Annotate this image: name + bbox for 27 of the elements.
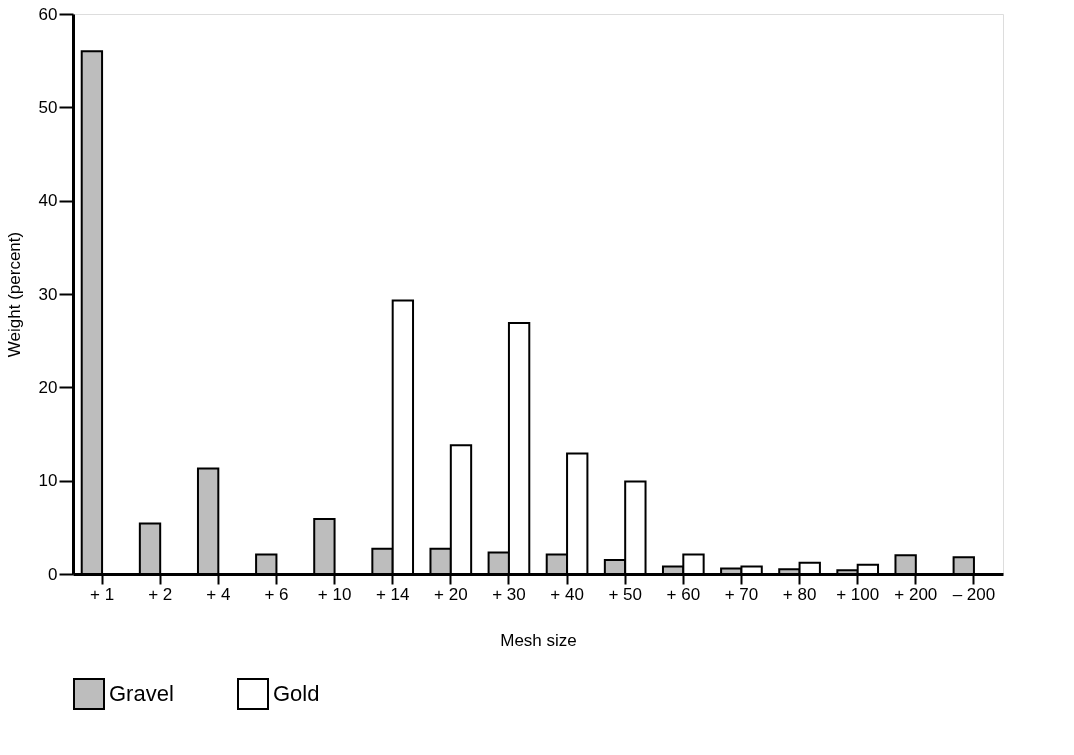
x-axis-title: Mesh size [500,630,577,650]
y-tick-label: 0 [48,564,58,584]
y-tick-label: 20 [38,377,58,397]
x-tick-label: + 10 [317,584,352,604]
x-tick-label: + 100 [836,584,880,604]
legend-label: Gold [273,681,320,706]
y-tick-label: 60 [38,4,58,24]
x-tick-label: + 40 [550,584,584,604]
y-tick-label: 40 [38,191,58,211]
x-tick-label: + 50 [608,584,642,604]
x-tick-label: + 60 [666,584,701,604]
legend-label: Gravel [109,681,174,706]
x-tick-label: + 2 [148,584,173,604]
x-tick-label: + 30 [492,584,526,604]
x-tick-label: + 14 [375,584,410,604]
x-tick-label: + 20 [434,584,468,604]
x-tick-label: + 6 [264,584,289,604]
y-tick-label: 30 [38,284,58,304]
x-tick-label: + 70 [724,584,759,604]
x-tick-label: + 200 [894,584,938,604]
x-tick-label: + 1 [90,584,115,604]
y-tick-label: 50 [38,97,58,117]
x-tick-label: + 4 [206,584,231,604]
y-axis-title: Weight (percent) [4,231,24,358]
y-tick-label: 10 [38,471,58,491]
x-tick-label: – 200 [952,584,996,604]
x-tick-label: + 80 [782,584,817,604]
